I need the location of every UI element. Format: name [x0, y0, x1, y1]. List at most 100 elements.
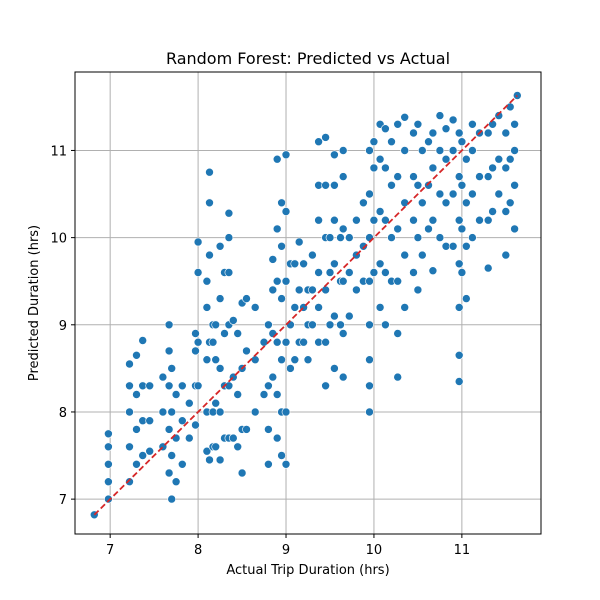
data-point	[338, 146, 348, 155]
data-point	[510, 181, 519, 190]
data-point	[359, 198, 368, 208]
data-point	[468, 146, 477, 155]
data-point	[185, 433, 194, 443]
data-point	[510, 120, 519, 129]
chart-title: Random Forest: Predicted vs Actual	[166, 49, 450, 68]
data-point	[211, 398, 220, 408]
x-tick-label: 10	[366, 543, 383, 558]
data-point	[264, 320, 273, 330]
data-point	[448, 242, 458, 251]
data-point	[125, 442, 134, 452]
y-tick-label: 10	[50, 232, 67, 247]
data-point	[264, 459, 273, 469]
data-point	[132, 425, 141, 434]
data-point	[400, 303, 410, 312]
data-point	[299, 259, 308, 269]
data-point	[202, 303, 212, 312]
data-point	[454, 128, 464, 138]
data-point	[381, 215, 390, 225]
data-point	[435, 233, 445, 242]
data-point	[145, 381, 154, 391]
data-point	[417, 146, 427, 155]
data-point	[409, 268, 418, 277]
data-point	[164, 468, 174, 478]
data-point	[375, 154, 385, 164]
data-point	[164, 320, 174, 330]
data-point	[250, 407, 260, 417]
data-point	[215, 407, 225, 417]
data-point	[409, 215, 418, 225]
data-point	[494, 111, 504, 120]
data-point	[457, 137, 467, 146]
data-point	[400, 146, 410, 155]
data-point	[381, 124, 390, 133]
data-point	[461, 242, 471, 251]
data-point	[365, 320, 374, 330]
data-point	[512, 91, 522, 100]
data-point	[308, 320, 317, 330]
data-point	[138, 451, 147, 460]
data-point	[387, 137, 396, 146]
data-point	[277, 355, 286, 365]
data-point	[281, 407, 291, 417]
data-point	[185, 398, 194, 408]
data-point	[454, 172, 464, 181]
data-point	[277, 451, 286, 460]
data-point	[294, 237, 304, 247]
data-point	[336, 320, 345, 330]
data-point	[138, 336, 147, 345]
data-point	[483, 128, 493, 138]
y-axis-title: Predicted Duration (hrs)	[27, 225, 42, 381]
data-point	[205, 250, 214, 260]
data-point	[193, 237, 203, 247]
data-point	[272, 154, 282, 164]
data-point	[393, 276, 403, 286]
data-point	[191, 329, 200, 338]
data-point	[441, 242, 451, 251]
data-point	[178, 459, 187, 469]
data-point	[325, 233, 335, 242]
data-point	[303, 355, 313, 365]
data-point	[229, 316, 238, 325]
data-point	[488, 207, 497, 216]
data-point	[171, 390, 181, 399]
data-point	[448, 146, 458, 155]
data-points	[90, 91, 522, 520]
data-point	[330, 259, 339, 269]
data-point	[125, 407, 134, 417]
data-point	[501, 128, 511, 138]
plot-frame	[74, 71, 542, 535]
data-point	[208, 337, 218, 347]
data-point	[321, 133, 330, 142]
data-point	[494, 189, 504, 199]
data-point	[224, 233, 234, 242]
data-point	[290, 355, 300, 365]
data-point	[393, 172, 403, 181]
data-point	[277, 294, 286, 303]
data-point	[330, 364, 339, 373]
data-point	[475, 172, 484, 181]
data-point	[424, 224, 433, 234]
data-point	[125, 381, 134, 391]
data-point	[365, 407, 374, 417]
data-point	[132, 390, 141, 399]
data-point	[272, 224, 282, 234]
data-point	[483, 215, 493, 225]
data-point	[441, 198, 451, 208]
data-point	[205, 455, 214, 465]
data-point	[330, 215, 339, 225]
data-point	[321, 381, 330, 391]
data-point	[167, 364, 176, 373]
data-point	[314, 303, 323, 312]
data-point	[202, 446, 212, 456]
data-point	[264, 425, 273, 434]
data-point	[381, 268, 390, 277]
data-point	[435, 111, 445, 120]
data-point	[365, 146, 374, 155]
data-point	[158, 407, 168, 417]
data-point	[272, 390, 282, 399]
data-point	[321, 181, 330, 190]
data-point	[483, 263, 493, 273]
x-tick-label: 7	[106, 543, 114, 558]
